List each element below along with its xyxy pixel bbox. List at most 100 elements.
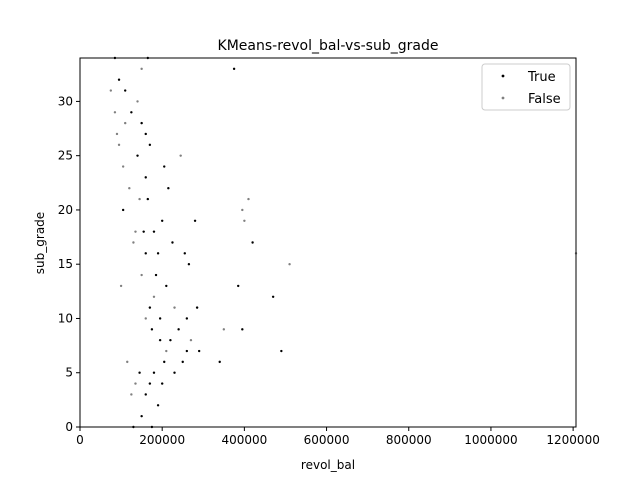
point-true	[218, 360, 221, 364]
point-false	[165, 349, 168, 353]
point-true	[152, 230, 156, 233]
plot-frame	[79, 57, 577, 428]
y-tick-label: 10	[58, 311, 73, 325]
point-false	[243, 219, 246, 222]
point-false	[140, 67, 143, 71]
point-false	[189, 338, 193, 342]
point-false	[179, 154, 182, 157]
point-true	[150, 328, 154, 331]
point-true	[193, 219, 197, 222]
x-tick-label: 0	[76, 433, 84, 447]
point-false	[222, 328, 226, 331]
point-true	[144, 176, 147, 179]
point-true	[148, 382, 152, 385]
y-tick-label: 25	[58, 149, 73, 163]
point-false	[119, 284, 123, 288]
point-false	[138, 197, 141, 201]
point-false	[136, 100, 139, 103]
point-false	[152, 295, 156, 298]
point-true	[130, 111, 133, 114]
point-true	[237, 284, 240, 288]
point-true	[169, 338, 172, 342]
legend-marker-true	[501, 74, 505, 78]
point-true	[181, 360, 184, 364]
point-false	[126, 360, 129, 364]
point-true	[163, 360, 166, 364]
legend: True False	[481, 63, 571, 111]
point-true	[144, 252, 147, 255]
point-true	[142, 230, 145, 233]
point-false	[132, 241, 135, 244]
point-true	[187, 263, 191, 266]
point-true	[163, 165, 166, 168]
point-true	[152, 371, 156, 374]
point-false	[241, 208, 244, 212]
y-tick-label: 5	[65, 366, 73, 380]
point-true	[185, 349, 189, 353]
point-false	[128, 187, 131, 190]
point-true	[144, 132, 147, 136]
point-true	[160, 382, 164, 385]
point-true	[146, 197, 150, 201]
legend-marker-false	[501, 96, 505, 100]
point-false	[121, 165, 125, 168]
y-tick-label: 30	[58, 94, 73, 108]
legend-label-false: False	[528, 92, 561, 107]
point-true	[167, 187, 170, 190]
point-true	[156, 404, 160, 407]
point-true	[271, 295, 275, 298]
point-true	[124, 89, 127, 92]
x-tick-label: 800000	[386, 433, 432, 447]
point-false	[134, 382, 137, 385]
point-false	[109, 89, 113, 92]
point-true	[183, 252, 186, 255]
point-true	[171, 241, 174, 244]
x-tick-label: 1000000	[464, 433, 517, 447]
x-axis-label: revol_bal	[301, 458, 355, 472]
y-tick-label: 15	[58, 257, 73, 271]
point-true	[280, 349, 283, 353]
point-true	[158, 317, 162, 320]
point-true	[195, 306, 199, 309]
point-true	[241, 328, 244, 331]
point-true	[144, 393, 147, 396]
x-tick-label: 600000	[304, 433, 350, 447]
point-false	[124, 121, 127, 125]
point-false	[134, 230, 137, 233]
point-true	[117, 78, 121, 81]
x-tick-label: 200000	[139, 433, 185, 447]
point-false	[117, 143, 121, 147]
point-false	[288, 263, 291, 266]
point-false	[113, 111, 117, 114]
point-true	[160, 219, 164, 222]
point-true	[154, 273, 158, 277]
point-true	[148, 143, 152, 147]
point-true	[121, 208, 125, 212]
point-false	[173, 306, 176, 309]
point-true	[136, 154, 139, 157]
point-false	[144, 317, 147, 320]
point-false	[115, 132, 119, 136]
y-tick-label: 20	[58, 203, 73, 217]
point-true	[251, 241, 254, 244]
chart-title: KMeans-revol_bal-vs-sub_grade	[218, 38, 439, 54]
point-true	[173, 371, 176, 374]
point-false	[130, 393, 133, 396]
y-tick-label: 0	[65, 420, 73, 434]
point-true	[232, 67, 236, 71]
x-tick-label: 1200000	[546, 433, 599, 447]
legend-label-true: True	[527, 70, 556, 85]
point-false	[140, 273, 143, 277]
point-true	[140, 414, 143, 418]
point-true	[140, 121, 143, 125]
point-true	[177, 328, 180, 331]
point-false	[247, 197, 250, 201]
point-true	[156, 252, 160, 255]
point-true	[185, 317, 189, 320]
y-axis-label: sub_grade	[33, 212, 47, 274]
point-true	[148, 306, 152, 309]
point-true	[165, 284, 168, 288]
point-true	[197, 349, 201, 353]
